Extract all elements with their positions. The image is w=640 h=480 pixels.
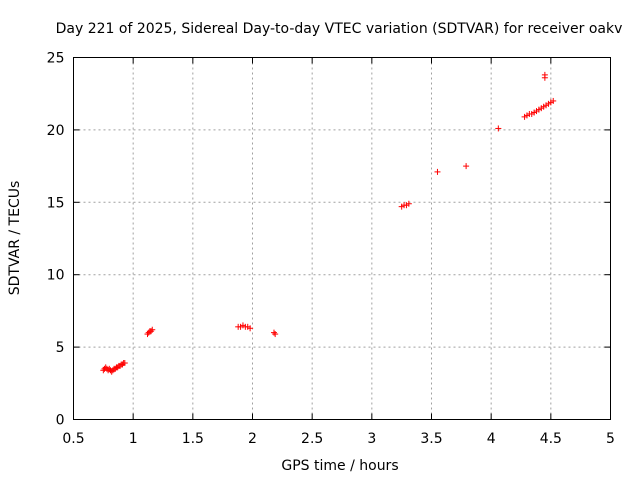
y-axis-label: SDTVAR / TECUs	[7, 181, 23, 296]
y-tick-label: 0	[56, 413, 65, 429]
x-tick-label: 1	[129, 431, 138, 447]
x-tick-labels: 0.5 1 1.5 2 2.5 3 3.5 4 4.5 5	[62, 431, 615, 447]
plot-frame	[73, 57, 611, 420]
x-tick-label: 2.5	[301, 431, 323, 447]
y-tick-labels: 0 5 10 15 20 25	[47, 51, 65, 429]
x-axis-label: GPS time / hours	[281, 458, 398, 474]
x-tick-label: 1.5	[182, 431, 204, 447]
x-tick-label: 3.5	[420, 431, 442, 447]
x-tick-label: 0.5	[62, 431, 84, 447]
y-tick-label: 10	[47, 268, 65, 284]
data-point	[148, 328, 155, 335]
data-point	[405, 200, 412, 207]
x-tick-label: 4	[487, 431, 496, 447]
grid-lines	[73, 57, 611, 420]
data-point	[149, 326, 156, 333]
data-point	[550, 97, 557, 104]
data-point	[121, 360, 128, 367]
data-point	[247, 325, 254, 332]
data-point	[463, 163, 470, 170]
x-tick-label: 3	[367, 431, 376, 447]
y-tick-label: 5	[56, 340, 65, 356]
data-point	[541, 71, 548, 78]
y-tick-label: 20	[47, 123, 65, 139]
data-points	[100, 71, 557, 375]
data-point	[434, 168, 441, 175]
data-point	[270, 329, 277, 336]
x-tick-label: 2	[248, 431, 257, 447]
x-tick-label: 5	[606, 431, 615, 447]
axis-ticks	[73, 57, 611, 420]
y-tick-label: 15	[47, 195, 65, 211]
x-tick-label: 4.5	[540, 431, 562, 447]
data-point	[495, 125, 502, 132]
y-tick-label: 25	[47, 51, 65, 67]
data-point	[272, 331, 279, 338]
chart-title: Day 221 of 2025, Sidereal Day-to-day VTE…	[56, 21, 623, 37]
